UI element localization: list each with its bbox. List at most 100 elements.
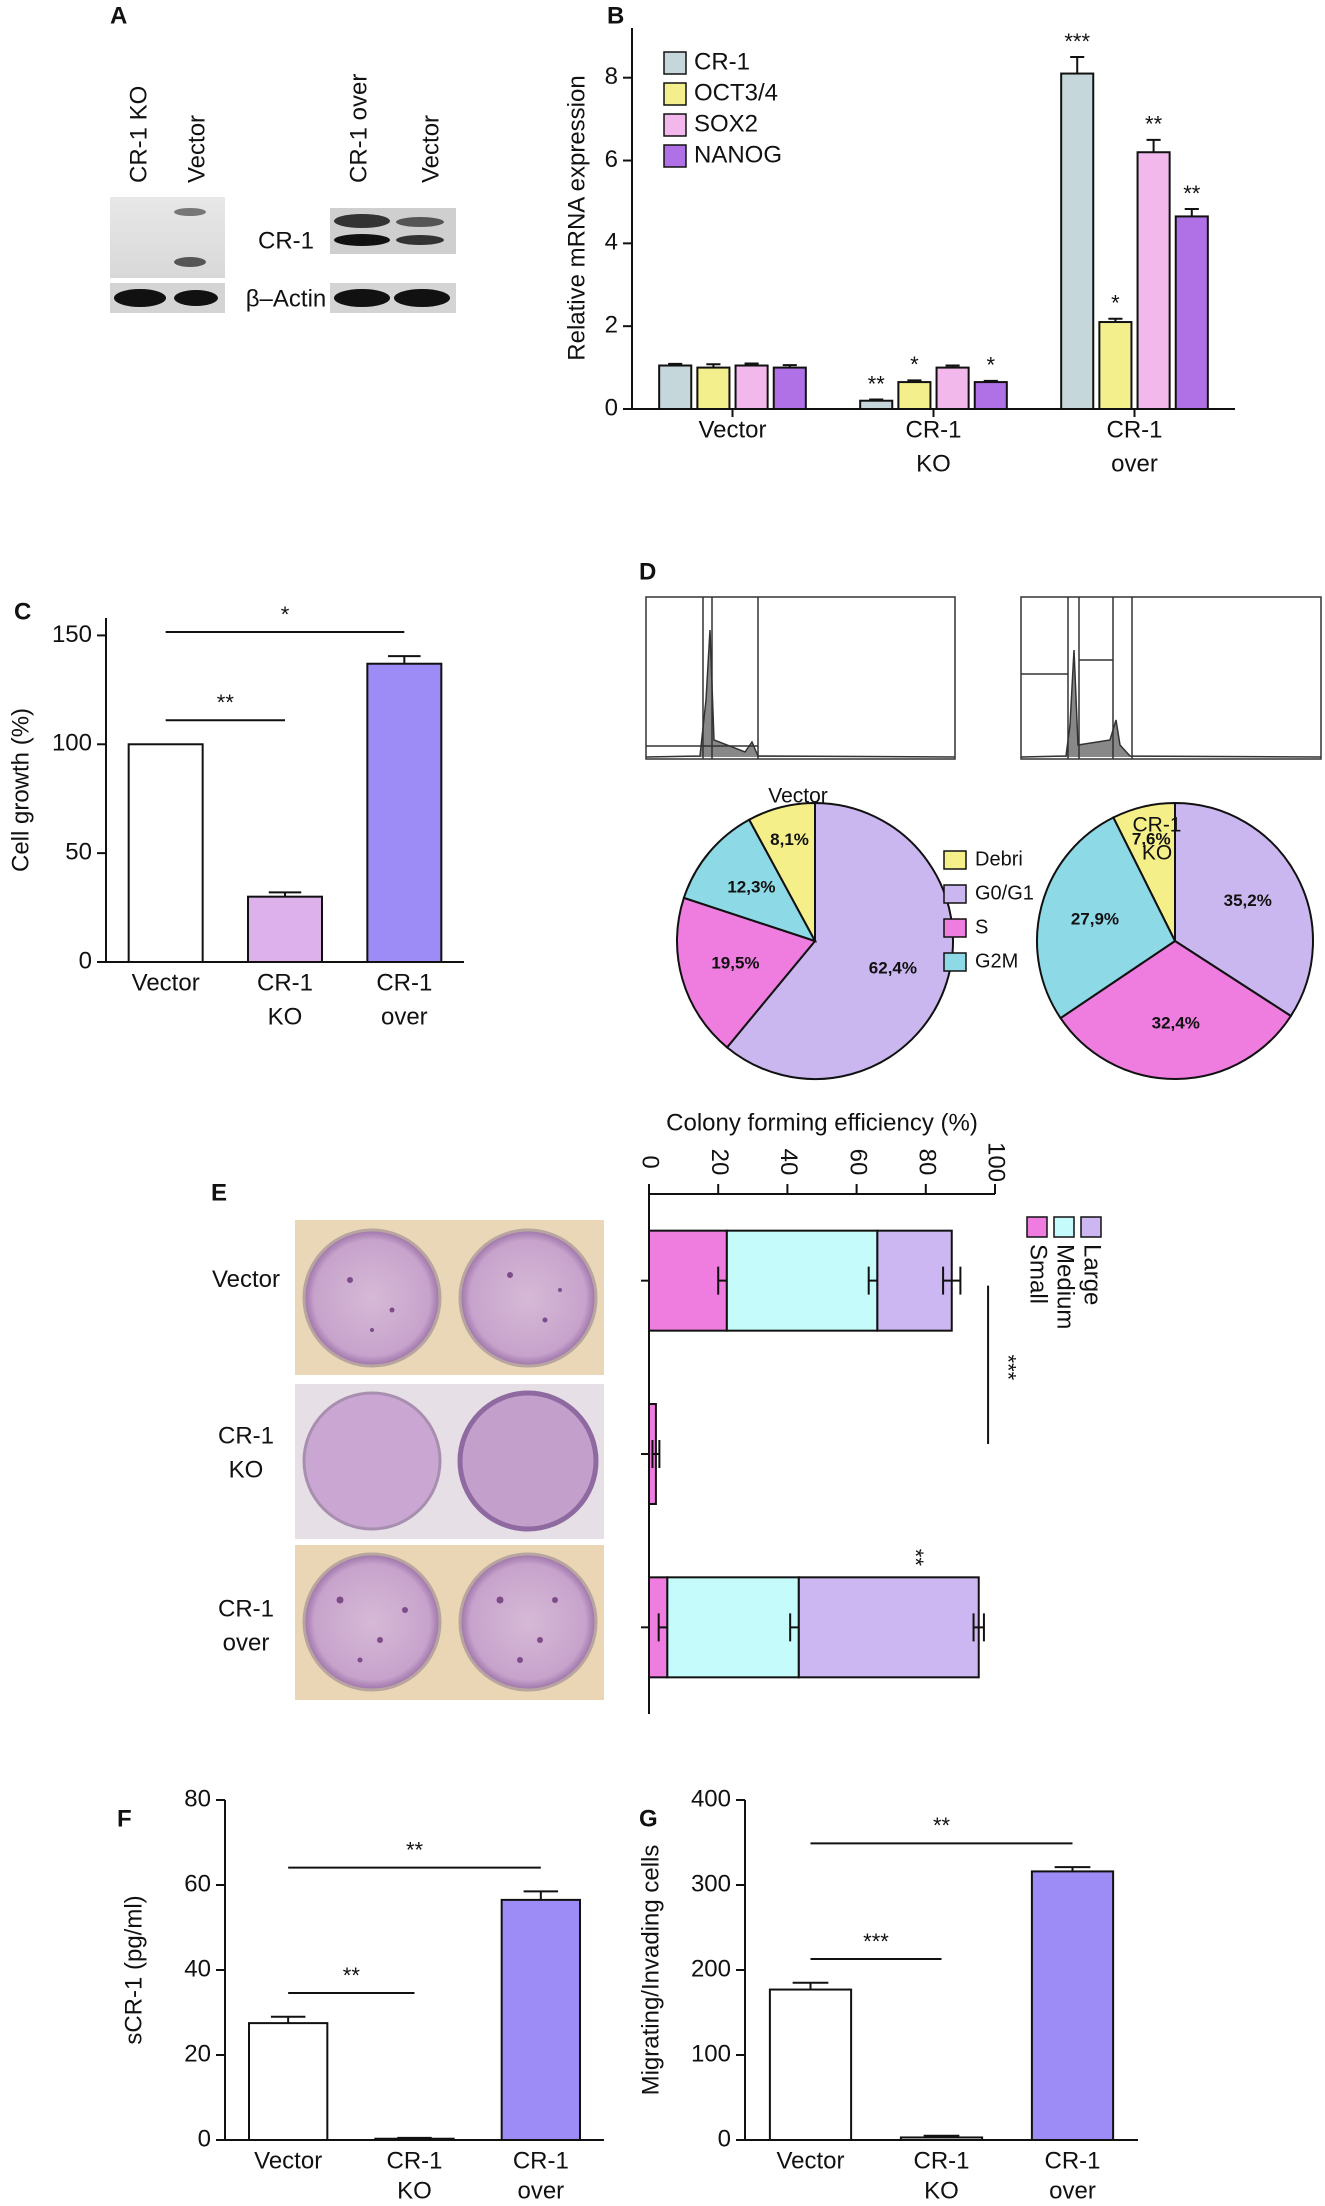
y-axis-label: Cell growth (%) [7,708,34,872]
pie-slice [676,896,817,1049]
significance: * [987,353,996,378]
legend-swatch [663,51,687,75]
error-bar [388,655,421,664]
error-bar [983,379,998,383]
y-tick-label: 2 [605,312,618,339]
slice-label: 27,9% [1071,909,1119,928]
y-tick-label: 0 [79,947,92,974]
y-tick-label: 60 [184,1870,211,1897]
category-label: CR-1 [913,2147,969,2174]
y-tick-label: 100 [691,2040,731,2067]
pie-title: KO [1142,842,1172,865]
category-label: over [1049,2177,1096,2204]
category-label: CR-1 [513,2147,569,2174]
slice-label: 35,2% [1224,891,1272,910]
legend-label: CR-1 [694,48,750,75]
x-tick-label: 40 [775,1149,802,1176]
y-tick-label: 300 [691,1870,731,1897]
significance: * [281,602,290,627]
bar [658,364,693,410]
error-bar [1184,207,1199,217]
error-bar [869,398,884,401]
bar [1174,215,1209,410]
category-label: KO [924,2177,959,2204]
lane-label: CR-1 over [345,74,372,183]
y-tick-label: 50 [65,838,92,865]
error-bar [397,2136,432,2139]
band-label: β–Actin [246,285,327,312]
legend-swatch [663,144,687,168]
slice-label: 7,6% [1132,830,1171,849]
bar [248,2022,329,2141]
error-bar [972,1613,985,1642]
legend-label: OCT3/4 [694,79,778,106]
y-axis-label: Migrating/Invading cells [637,1845,664,2096]
y-axis-label: sCR-1 (pg/ml) [120,1895,147,2044]
error-bar [1070,55,1085,74]
x-axis-label: Colony forming efficiency (%) [666,1109,978,1136]
bar [772,366,807,410]
colony-images [295,1220,604,1700]
y-tick-label: 0 [198,2125,211,2152]
legend-swatch [943,884,967,904]
category-label: KO [229,1456,264,1483]
x-tick-label: 20 [706,1149,733,1176]
panel-letter: D [639,558,656,585]
legend-swatch [663,82,687,106]
error-bar [270,2015,306,2024]
bar [859,399,894,410]
error-bar [1108,317,1123,323]
significance: ** [406,1837,424,1862]
bar [897,381,932,410]
bar [1136,151,1171,410]
legend-label: G0/G1 [975,882,1034,904]
error-bar [923,2134,960,2138]
bar-segment [876,1229,953,1332]
legend-swatch [1053,1216,1075,1238]
significance: ** [1183,181,1201,206]
flow-histogram [645,596,1322,760]
bar [899,2136,984,2141]
legend-swatch [943,850,967,870]
lane-label: Vector [183,115,210,183]
legend-swatch [943,918,967,938]
category-label: Vector [212,1266,280,1293]
bar [366,662,443,963]
category-label: KO [397,2177,432,2204]
slice-label: 62,4% [869,959,917,978]
category-label: over [517,2177,564,2204]
category-label: CR-1 [376,969,432,996]
category-label: Vector [132,969,200,996]
bar [1098,321,1133,411]
pie-slice [725,801,954,1080]
error-bar [792,1981,829,1990]
significance: ** [1145,112,1163,137]
pie-title: CR-1 [1132,814,1181,837]
category-label: CR-1 [218,1596,274,1623]
category-label: over [223,1630,270,1657]
bar-segment [725,1229,879,1332]
error-bar [668,362,683,366]
significance: * [910,352,919,377]
error-bar [1146,138,1161,153]
y-tick-label: 100 [52,730,92,757]
y-tick-label: 40 [184,1955,211,1982]
category-label: over [1111,450,1158,477]
y-axis-label: Relative mRNA expression [563,75,590,360]
error-bar [268,891,302,897]
x-tick-label: 60 [844,1149,871,1176]
bar [973,381,1008,410]
western-blot [110,197,456,313]
bar-segment [648,1229,728,1332]
band-label: CR-1 [258,227,314,254]
y-tick-label: 200 [691,1955,731,1982]
pie-slice [1059,939,1293,1080]
bar-segment [797,1576,980,1679]
y-tick-label: 20 [184,2040,211,2067]
y-tick-label: 150 [52,621,92,648]
error-bar [744,362,759,366]
significance: ** [217,690,235,715]
panel-letter: E [211,1179,227,1206]
category-label: KO [268,1003,303,1030]
